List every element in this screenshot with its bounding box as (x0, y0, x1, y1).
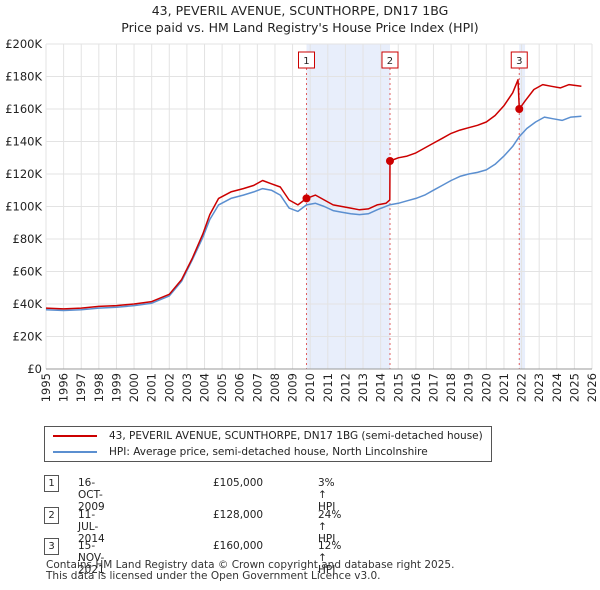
chart-title: 43, PEVERIL AVENUE, SCUNTHORPE, DN17 1BG (152, 3, 449, 18)
x-tick-label: 2010 (303, 373, 317, 402)
x-tick-label: 2005 (215, 373, 229, 402)
y-tick-label: £200K (5, 37, 42, 51)
x-tick-label: 2001 (145, 373, 159, 402)
x-tick-label: 2003 (180, 373, 194, 402)
sale-hpi-change: 3% ↑ HPI (318, 477, 336, 513)
x-tick-label: 2018 (444, 373, 458, 402)
sale-point (385, 157, 394, 165)
sale-price: £128,000 (213, 509, 264, 521)
x-tick-label: 2011 (321, 373, 335, 402)
legend-property-label: 43, PEVERIL AVENUE, SCUNTHORPE, DN17 1BG… (109, 430, 483, 442)
y-tick-label: £60K (13, 265, 43, 279)
y-tick-label: £20K (13, 330, 43, 344)
copyright-footer: Contains HM Land Registry data © Crown c… (46, 560, 454, 582)
x-tick-label: 2015 (391, 373, 405, 402)
x-tick-label: 1997 (74, 373, 88, 402)
legend-hpi-label: HPI: Average price, semi-detached house,… (109, 446, 428, 458)
chart-legend: 43, PEVERIL AVENUE, SCUNTHORPE, DN17 1BG… (44, 426, 492, 462)
sale-date: 16-OCT-2009 (78, 477, 105, 513)
x-tick-label: 1999 (109, 373, 123, 402)
x-tick-label: 2013 (356, 373, 370, 402)
sale-label-number: 2 (387, 56, 393, 67)
sale-number-badge: 1 (44, 475, 59, 492)
x-tick-label: 2021 (497, 373, 511, 402)
x-tick-label: 2007 (250, 373, 264, 402)
sale-date: 11-JUL-2014 (78, 509, 105, 545)
x-tick-label: 2025 (567, 373, 581, 402)
sale-price: £105,000 (213, 477, 264, 489)
y-tick-label: £120K (5, 167, 42, 181)
x-tick-label: 2000 (127, 373, 141, 402)
sale-point (302, 194, 311, 203)
price-chart: 43, PEVERIL AVENUE, SCUNTHORPE, DN17 1BG… (5, 3, 599, 402)
property-price-line (45, 79, 582, 310)
x-tick-label: 2017 (426, 373, 440, 402)
x-tick-label: 1998 (92, 373, 106, 402)
y-tick-label: £0 (27, 362, 42, 376)
sale-label-number: 1 (303, 56, 309, 67)
footer-line-2: This data is licensed under the Open Gov… (46, 570, 381, 582)
x-tick-label: 2006 (233, 373, 247, 402)
x-tick-label: 2009 (286, 373, 300, 402)
footer-line-1: Contains HM Land Registry data © Crown c… (46, 559, 455, 571)
y-tick-label: £160K (5, 102, 42, 116)
legend-item-hpi: HPI: Average price, semi-detached house,… (53, 444, 428, 460)
x-tick-label: 2008 (268, 373, 282, 402)
x-tick-label: 2002 (162, 373, 176, 402)
y-tick-label: £140K (5, 135, 42, 149)
hpi-line-swatch (53, 451, 97, 453)
x-tick-label: 2023 (532, 373, 546, 402)
property-line-swatch (53, 435, 97, 437)
x-tick-label: 2024 (550, 373, 564, 402)
x-tick-label: 2022 (515, 373, 529, 402)
y-tick-label: £40K (13, 297, 43, 311)
x-tick-label: 2012 (338, 373, 352, 402)
x-tick-label: 2026 (585, 373, 599, 402)
x-tick-label: 2004 (198, 373, 212, 402)
x-tick-label: 1996 (57, 373, 71, 402)
x-tick-label: 2016 (409, 373, 423, 402)
y-tick-label: £100K (5, 200, 42, 214)
sale-label-box (381, 51, 399, 69)
y-tick-label: £80K (13, 232, 43, 246)
legend-item-property: 43, PEVERIL AVENUE, SCUNTHORPE, DN17 1BG… (53, 428, 483, 444)
sale-hpi-change: 12% ↑ HPI (318, 540, 342, 576)
sale-point (515, 105, 524, 113)
sale-label-box (297, 51, 315, 69)
sale-price: £160,000 (213, 540, 264, 552)
y-tick-label: £180K (5, 70, 42, 84)
sale-label-box (510, 51, 528, 69)
x-tick-label: 1995 (39, 373, 53, 402)
sale-label-number: 3 (516, 56, 522, 67)
chart-subtitle: Price paid vs. HM Land Registry's House … (121, 20, 478, 35)
sale-number-badge: 2 (44, 507, 59, 524)
sale-date: 15-NOV-2021 (78, 540, 105, 576)
sale-hpi-change: 24% ↑ HPI (318, 509, 342, 545)
x-tick-label: 2014 (374, 373, 388, 402)
x-tick-label: 2019 (462, 373, 476, 402)
sale-number-badge: 3 (44, 538, 59, 555)
x-tick-label: 2020 (479, 373, 493, 402)
